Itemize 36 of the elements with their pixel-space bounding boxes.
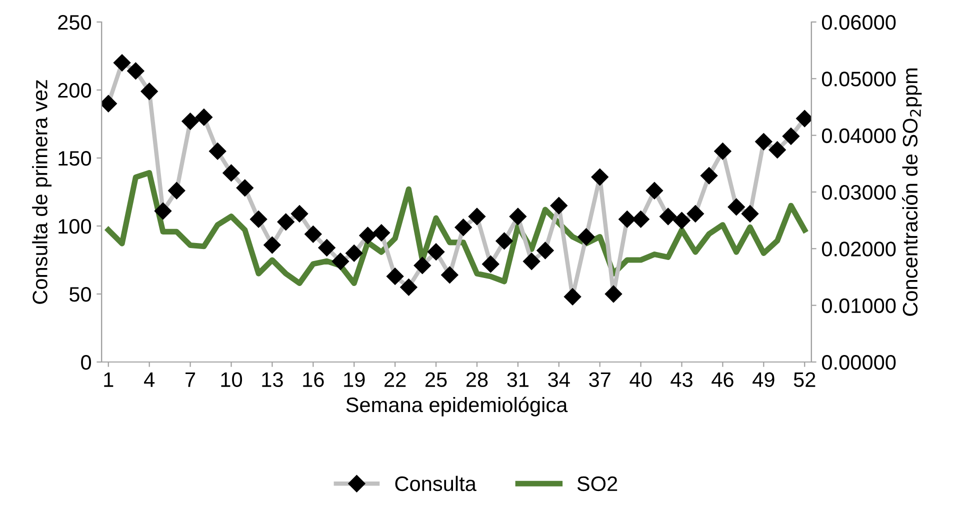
x-tick-label: 16 bbox=[303, 372, 324, 388]
legend-label: Consulta bbox=[395, 476, 476, 492]
y2-tick-label: 0.02000 bbox=[822, 242, 896, 256]
y-tick-label: 50 bbox=[69, 287, 92, 302]
y-tick-label: 100 bbox=[58, 219, 92, 234]
x-axis-title: Semana epidemiológica bbox=[346, 396, 568, 416]
x-tick-label: 37 bbox=[589, 372, 610, 388]
x-tick-label: 4 bbox=[144, 372, 155, 387]
y-tick-label: 150 bbox=[58, 151, 92, 166]
y2-tick-label: 0.01000 bbox=[822, 298, 896, 314]
x-tick-label: 7 bbox=[186, 372, 196, 387]
y2-tick-label: 0.03000 bbox=[822, 185, 896, 200]
y-tick-label: 250 bbox=[58, 15, 92, 30]
x-tick-label: 10 bbox=[221, 372, 242, 388]
y-tick-label: 0 bbox=[81, 355, 92, 370]
y2-tick-label: 0.06000 bbox=[822, 15, 896, 30]
x-tick-label: 49 bbox=[752, 372, 774, 388]
x-tick-label: 1 bbox=[104, 372, 114, 387]
x-tick-label: 13 bbox=[262, 372, 283, 388]
x-tick-label: 19 bbox=[344, 372, 365, 388]
x-tick-label: 43 bbox=[670, 372, 692, 388]
x-tick-label: 28 bbox=[466, 372, 488, 388]
x-tick-label: 52 bbox=[794, 372, 816, 388]
y2-tick-label: 0.04000 bbox=[822, 128, 896, 144]
x-tick-label: 31 bbox=[507, 372, 529, 388]
y2-tick-label: 0.00000 bbox=[822, 355, 896, 370]
legend-label: SO2 bbox=[577, 476, 618, 492]
y2-tick-label: 0.05000 bbox=[822, 72, 896, 86]
y-axis-title: Consulta de primera vez bbox=[32, 80, 52, 304]
x-tick-label: 40 bbox=[630, 372, 652, 388]
x-tick-label: 22 bbox=[384, 372, 406, 387]
y2-axis-title: Concentración de SO$_{2}$ppm bbox=[902, 68, 922, 316]
x-tick-label: 46 bbox=[712, 372, 734, 388]
x-tick-label: 34 bbox=[548, 372, 570, 388]
y-tick-label: 200 bbox=[58, 83, 92, 98]
x-tick-label: 25 bbox=[425, 372, 447, 388]
